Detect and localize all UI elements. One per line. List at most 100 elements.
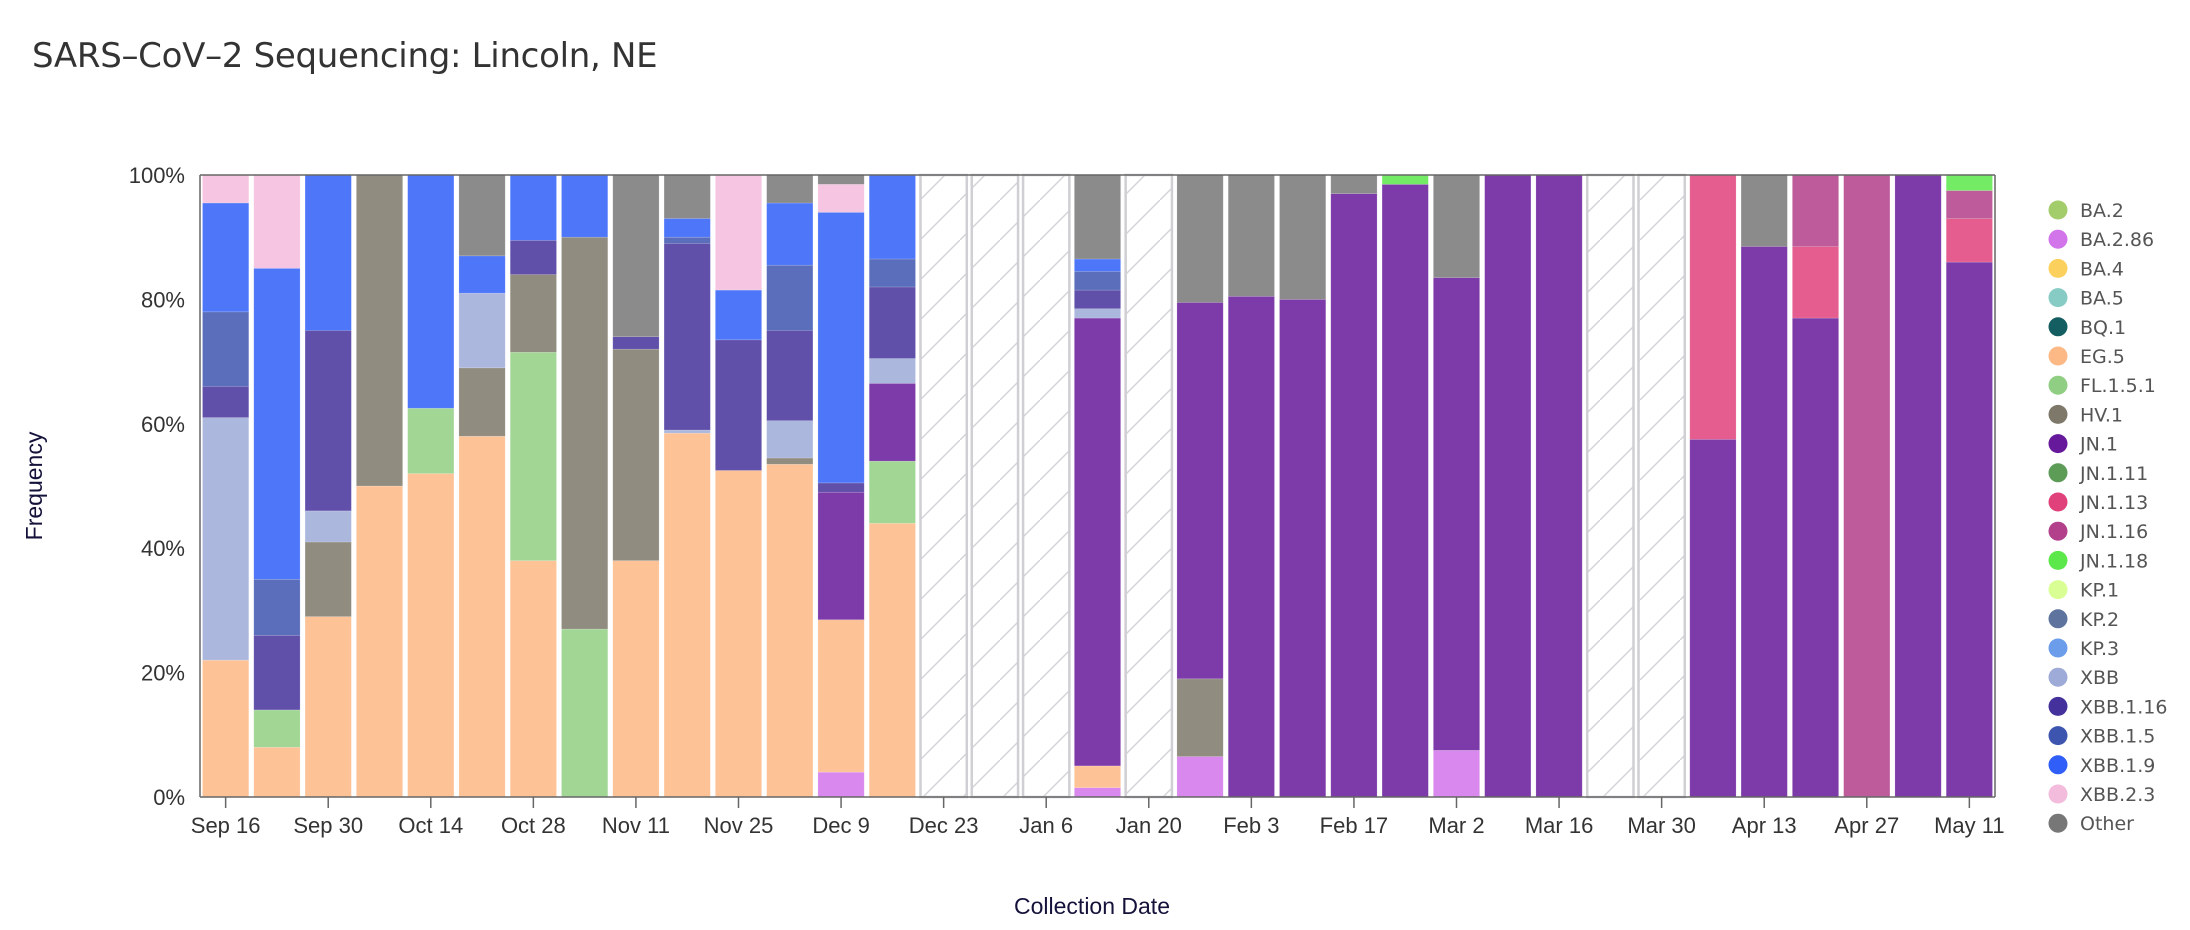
bar-apr-27[interactable]	[1843, 174, 1891, 798]
legend-item-jn-1-16[interactable]: JN.1.16	[2048, 521, 2149, 543]
bar-segment-xbb-1-9[interactable]	[509, 174, 557, 241]
legend-item-fl-1-5-1[interactable]: FL.1.5.1	[2048, 375, 2156, 397]
bar-segment-other[interactable]	[1330, 174, 1378, 194]
bar-mar-23[interactable]	[1585, 173, 1635, 799]
bar-segment-fl-1-5-1[interactable]	[253, 709, 301, 748]
bar-segment-ba-2-86[interactable]	[1176, 756, 1224, 798]
bar-feb-3[interactable]	[1227, 174, 1275, 798]
bar-segment-other[interactable]	[766, 174, 814, 204]
bar-segment-jn-1-16[interactable]	[1945, 190, 1993, 219]
bar-segment-xbb-1-16[interactable]	[766, 330, 814, 421]
bar-segment-xbb-1-16[interactable]	[1074, 289, 1121, 310]
legend-item-kp-1[interactable]: KP.1	[2048, 580, 2120, 602]
bar-segment-xbb-2-3[interactable]	[253, 174, 301, 269]
legend-item-jn-1-13[interactable]: JN.1.13	[2048, 492, 2149, 514]
bar-jan-27[interactable]	[1176, 174, 1224, 798]
bar-sep-30[interactable]	[304, 174, 352, 798]
bar-segment-jn-1-13[interactable]	[1689, 174, 1737, 440]
legend-item-ba-2[interactable]: BA.2	[2048, 200, 2124, 222]
bar-segment-jn-1[interactable]	[1279, 299, 1327, 798]
bar-segment-xbb-2-3[interactable]	[817, 184, 865, 213]
bar-segment-eg-5[interactable]	[202, 659, 250, 798]
bar-segment-xbb-1-5[interactable]	[868, 258, 916, 288]
bar-segment-eg-5[interactable]	[407, 473, 455, 798]
bar-segment-xbb[interactable]	[766, 420, 814, 459]
bar-segment-jn-1-18[interactable]	[1381, 174, 1429, 185]
bar-segment-hv-1[interactable]	[561, 236, 609, 630]
bar-jan-20[interactable]	[1124, 173, 1174, 799]
bar-segment-xbb-1-16[interactable]	[253, 634, 301, 711]
legend-item-xbb-1-5[interactable]: XBB.1.5	[2048, 726, 2156, 748]
bar-oct-14[interactable]	[407, 174, 455, 798]
legend-item-bq-1[interactable]: BQ.1	[2048, 317, 2127, 339]
bar-segment-fl-1-5-1[interactable]	[509, 351, 557, 561]
bar-segment-other[interactable]	[663, 174, 711, 219]
bar-segment-xbb-1-9[interactable]	[1074, 258, 1121, 272]
bar-segment-xbb-1-9[interactable]	[766, 202, 814, 266]
bar-segment-other[interactable]	[1279, 174, 1327, 300]
bar-apr-13[interactable]	[1740, 174, 1788, 798]
legend-item-xbb-1-16[interactable]: XBB.1.16	[2048, 696, 2168, 718]
bar-segment-eg-5[interactable]	[868, 523, 916, 798]
bar-segment-eg-5[interactable]	[817, 619, 865, 773]
bar-mar-16[interactable]	[1535, 174, 1583, 798]
bar-segment-other[interactable]	[1074, 174, 1121, 260]
bar-segment-xbb-1-9[interactable]	[202, 202, 250, 313]
bar-segment-eg-5[interactable]	[1074, 765, 1121, 788]
bar-segment-jn-1[interactable]	[1330, 193, 1378, 798]
bar-sep-23[interactable]	[253, 174, 301, 798]
legend-item-ba-2-86[interactable]: BA.2.86	[2048, 229, 2155, 251]
bar-dec-30[interactable]	[970, 173, 1020, 799]
bar-nov-18[interactable]	[663, 174, 711, 798]
bar-segment-jn-1[interactable]	[1227, 295, 1275, 798]
bar-segment-eg-5[interactable]	[663, 432, 711, 798]
bar-segment-eg-5[interactable]	[509, 560, 557, 798]
bar-segment-eg-5[interactable]	[304, 616, 352, 798]
bar-segment-xbb-1-9[interactable]	[253, 267, 301, 580]
bar-segment-xbb-2-3[interactable]	[715, 174, 762, 291]
bar-segment-xbb-1-5[interactable]	[663, 236, 711, 244]
bar-may-4[interactable]	[1894, 174, 1942, 798]
bar-segment-ba-2-86[interactable]	[1433, 750, 1480, 798]
bar-segment-jn-1[interactable]	[1689, 439, 1737, 798]
legend-item-hv-1[interactable]: HV.1	[2048, 404, 2123, 426]
bar-jan-6[interactable]	[1021, 173, 1071, 799]
legend-item-kp-2[interactable]: KP.2	[2048, 609, 2120, 631]
bar-segment-jn-1[interactable]	[1381, 184, 1429, 798]
bar-segment-hv-1[interactable]	[1176, 678, 1224, 757]
bar-segment-xbb-1-9[interactable]	[663, 218, 711, 238]
legend-item-kp-3[interactable]: KP.3	[2048, 638, 2120, 660]
bar-segment-eg-5[interactable]	[766, 463, 814, 798]
legend-item-other[interactable]: Other	[2048, 813, 2135, 835]
bar-segment-xbb-1-5[interactable]	[766, 264, 814, 331]
bar-segment-jn-1[interactable]	[1176, 302, 1224, 680]
bar-segment-ba-2-86[interactable]	[1074, 787, 1121, 798]
bar-segment-xbb-1-16[interactable]	[868, 286, 916, 359]
bar-segment-jn-1[interactable]	[868, 383, 916, 462]
bar-segment-other[interactable]	[1176, 174, 1224, 303]
legend-item-xbb-2-3[interactable]: XBB.2.3	[2048, 784, 2156, 806]
bar-segment-jn-1[interactable]	[1433, 277, 1480, 751]
bar-segment-fl-1-5-1[interactable]	[868, 460, 916, 524]
bar-segment-xbb-1-9[interactable]	[817, 212, 865, 484]
bar-segment-jn-1[interactable]	[1535, 174, 1583, 798]
bar-segment-hv-1[interactable]	[509, 274, 557, 353]
bar-segment-eg-5[interactable]	[253, 746, 301, 798]
bar-segment-xbb-1-16[interactable]	[817, 482, 865, 493]
bar-dec-9[interactable]	[817, 174, 865, 798]
bar-segment-jn-1-16[interactable]	[1843, 174, 1891, 798]
bar-segment-hv-1[interactable]	[304, 541, 352, 617]
bar-dec-2[interactable]	[766, 174, 814, 798]
bar-segment-xbb-1-5[interactable]	[1074, 271, 1121, 291]
bar-nov-11[interactable]	[612, 174, 660, 798]
bar-oct-21[interactable]	[458, 174, 506, 798]
bar-nov-4[interactable]	[561, 174, 609, 798]
bar-oct-28[interactable]	[509, 174, 557, 798]
bar-segment-other[interactable]	[1433, 174, 1480, 278]
bar-segment-xbb-1-16[interactable]	[663, 243, 711, 431]
bar-segment-xbb-2-3[interactable]	[202, 174, 250, 204]
bar-dec-16[interactable]	[868, 174, 916, 798]
bar-segment-xbb[interactable]	[202, 417, 250, 661]
bar-segment-xbb-1-5[interactable]	[253, 578, 301, 636]
bar-segment-fl-1-5-1[interactable]	[561, 628, 609, 798]
